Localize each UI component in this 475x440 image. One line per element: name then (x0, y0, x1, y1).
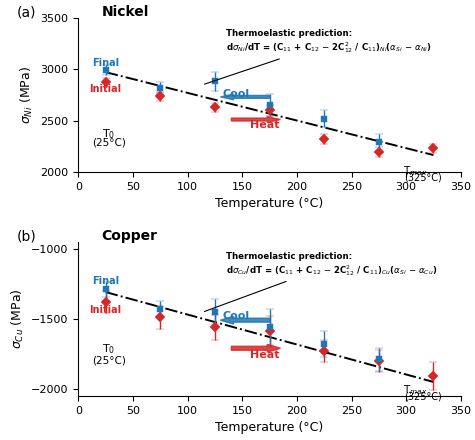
Text: (25°C): (25°C) (92, 355, 126, 365)
X-axis label: Temperature (°C): Temperature (°C) (216, 197, 323, 210)
Text: (325°C): (325°C) (404, 392, 441, 402)
Text: Cool: Cool (223, 311, 250, 321)
Text: (b): (b) (17, 229, 37, 243)
Text: (25°C): (25°C) (92, 137, 126, 147)
Text: Heat: Heat (250, 350, 279, 360)
FancyArrow shape (220, 316, 270, 324)
Y-axis label: $\sigma_{Ni}$ (MPa): $\sigma_{Ni}$ (MPa) (19, 66, 35, 124)
Text: T$_0$: T$_0$ (102, 127, 115, 140)
FancyArrow shape (231, 345, 280, 352)
Text: Initial: Initial (90, 84, 122, 94)
Text: Cool: Cool (223, 89, 250, 99)
Text: Copper: Copper (101, 229, 157, 243)
Text: Nickel: Nickel (101, 5, 149, 19)
Text: Heat: Heat (250, 120, 279, 130)
Text: (a): (a) (17, 5, 37, 19)
X-axis label: Temperature (°C): Temperature (°C) (216, 421, 323, 434)
Text: Final: Final (92, 58, 119, 68)
Text: Final: Final (92, 276, 119, 286)
FancyArrow shape (220, 94, 270, 100)
Text: T$_{max}$: T$_{max}$ (403, 383, 427, 397)
Text: Initial: Initial (90, 305, 122, 315)
Text: Thermoelastic prediction:
d$\sigma_{Cu}$/dT = (C$_{11}$ + C$_{12}$ $-$ 2C$_{12}^: Thermoelastic prediction: d$\sigma_{Cu}$… (204, 252, 437, 312)
Text: (325°C): (325°C) (404, 172, 441, 182)
FancyArrow shape (231, 117, 280, 122)
Text: Thermoelastic prediction:
d$\sigma_{Ni}$/dT = (C$_{11}$ + C$_{12}$ $-$ 2C$_{12}^: Thermoelastic prediction: d$\sigma_{Ni}$… (204, 29, 432, 84)
Text: T$_{max}$: T$_{max}$ (403, 164, 427, 178)
Y-axis label: $\sigma_{Cu}$ (MPa): $\sigma_{Cu}$ (MPa) (10, 289, 26, 349)
Text: T$_0$: T$_0$ (102, 343, 115, 356)
